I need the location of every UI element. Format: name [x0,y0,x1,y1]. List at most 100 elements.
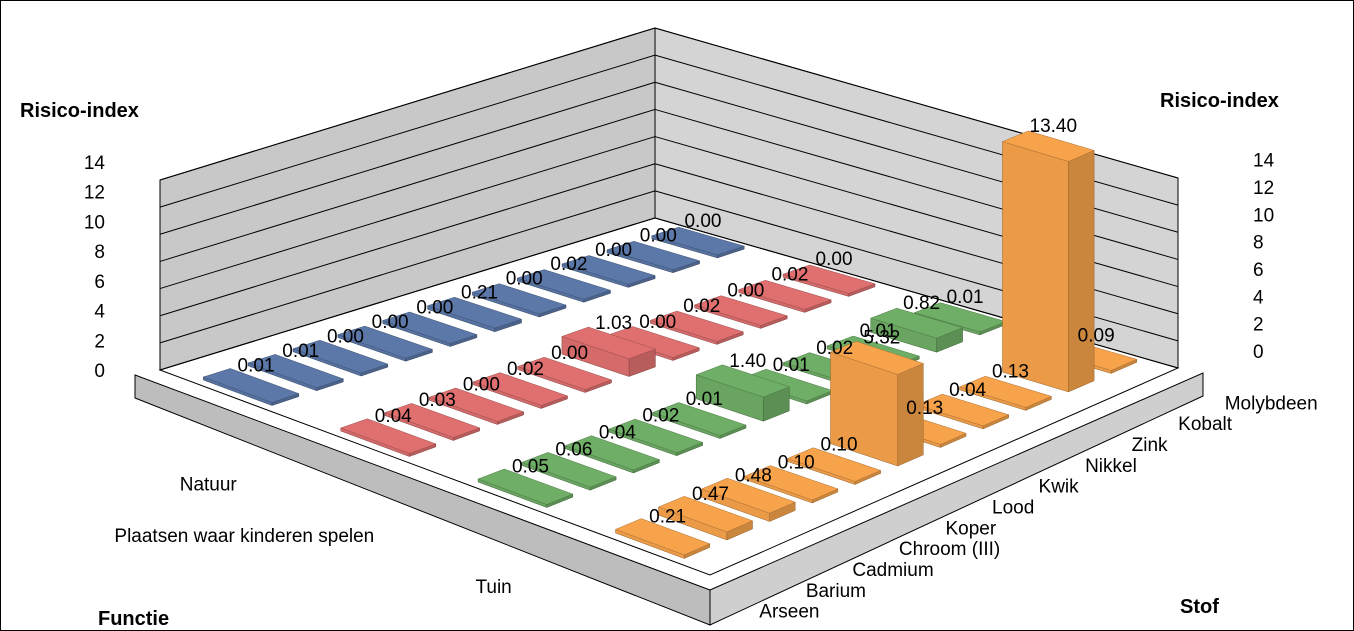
data-label: 0.00 [416,298,453,319]
bar [384,403,481,441]
stof-label: Kobalt [1178,414,1233,435]
bar [202,368,300,406]
y-tick-right: 12 [1253,178,1274,199]
bar [693,295,788,329]
bar [869,307,964,353]
bar [292,339,389,377]
y-tick-right: 0 [1253,342,1264,363]
data-label: 13.40 [1030,116,1078,137]
data-label: 0.82 [903,293,940,314]
data-label: 0.00 [640,225,677,246]
data-label: 0.13 [992,362,1029,383]
data-label: 0.21 [649,507,686,528]
gridline-left [159,27,656,181]
data-label: 0.05 [512,457,549,478]
bar [695,364,791,422]
stof-label: Arseen [759,602,819,623]
data-label: 0.06 [555,440,592,461]
data-label: 0.00 [372,312,409,333]
y-tick-right: 14 [1253,151,1275,172]
bar [564,435,661,474]
bar [737,280,832,313]
data-label: 0.00 [327,326,364,347]
data-label: 0.00 [595,240,632,261]
bar [608,418,704,457]
functie-label: Tuin [475,577,511,598]
bar [829,341,925,467]
stof-label: Lood [992,498,1034,519]
axes: 0 0 2 2 4 4 6 6 8 8 10 10 12 12 14 14 Natuur Plaatsen waa… [84,151,1318,631]
bar [958,375,1053,411]
data-labels: 0.00 0.00 0.00 0.02 0.00 0.21 0.00 0.00 0.00 0.01… [238,116,1115,528]
data-label: 0.01 [773,355,810,376]
data-label: 0.10 [821,434,858,455]
gridline-left [159,136,656,290]
data-label: 1.40 [729,351,766,372]
bar [426,296,523,333]
y-tick-left: 0 [94,361,105,382]
data-label: 0.04 [599,423,636,444]
y-tick-left: 6 [94,272,105,293]
bar [786,447,882,485]
stof-label: Zink [1132,435,1168,456]
data-label: 0.02 [683,296,720,317]
data-label: 0.02 [642,406,679,427]
bar [381,311,478,347]
data-label: 0.13 [906,398,943,419]
data-label: 0.47 [692,484,729,505]
stof-label: Nikkel [1085,456,1137,477]
bar [606,241,701,274]
bars [202,130,1138,559]
data-label: 0.04 [375,406,412,427]
data-label: 0.01 [686,389,723,410]
data-label: 0.01 [282,341,319,362]
bar [743,465,839,504]
data-label: 0.02 [816,338,853,359]
right-axis-title: Risico-index [1160,90,1279,112]
functie-label: Natuur [180,475,238,496]
data-label: 0.01 [947,287,984,308]
functie-label: Moestuin [572,628,649,631]
data-label: 0.00 [816,249,853,270]
data-label: 0.21 [461,282,498,303]
data-label: 0.01 [860,321,897,342]
left-axis-title: Risico-index [20,100,139,122]
bar [782,264,876,297]
bar [561,255,656,288]
bar [247,354,345,392]
bar [472,372,569,409]
x-axis-title: Functie [98,608,169,630]
gridline-left [159,217,656,371]
data-label: 0.10 [778,453,815,474]
bar [471,283,567,318]
bar [428,387,525,425]
data-label: 0.00 [639,312,676,333]
y-tick-right: 2 [1253,315,1264,336]
y-tick-right: 4 [1253,287,1264,308]
bar [650,226,746,259]
data-label: 0.00 [551,343,588,364]
data-label: 0.03 [419,390,456,411]
stof-label: Barium [806,581,866,602]
bar [561,326,657,377]
stof-label: Kwik [1039,477,1080,498]
chart-walls [134,27,1204,626]
data-label: 1.03 [595,313,632,334]
y-tick-right: 6 [1253,260,1264,281]
functie-label: Plaatsen waar kinderen spelen [114,526,374,547]
stof-label: Chroom (III) [899,539,1000,560]
data-label: 0.01 [238,355,275,376]
data-label: 0.00 [463,375,500,396]
gridline-left [159,81,656,235]
data-label: 0.02 [507,359,544,380]
data-label: 0.02 [771,265,808,286]
bar [614,518,711,559]
bar [649,310,744,345]
bar [337,325,434,362]
bar [339,418,437,457]
y-tick-left: 8 [94,242,105,263]
data-label: 5.32 [863,328,900,349]
y-tick-left: 4 [94,302,105,323]
y-tick-left: 10 [84,212,105,233]
